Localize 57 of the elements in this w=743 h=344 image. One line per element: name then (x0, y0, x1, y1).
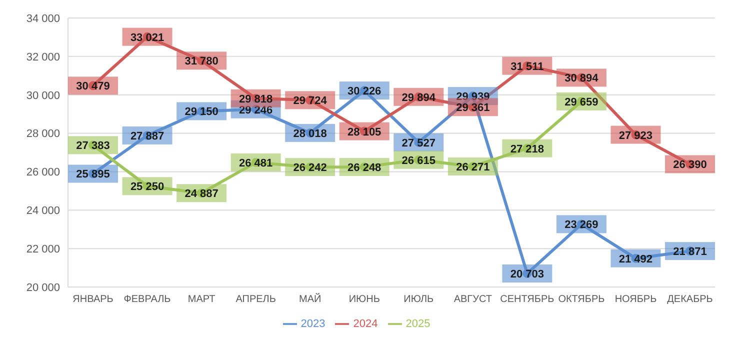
y-tick-label: 32 000 (26, 51, 60, 64)
y-tick-label: 28 000 (26, 128, 60, 140)
x-tick-label: АПРЕЛЬ (236, 294, 276, 306)
data-label: 28 105 (348, 126, 382, 138)
data-label: 29 894 (402, 92, 436, 104)
data-label: 26 242 (293, 162, 327, 174)
legend-label: 2025 (406, 318, 430, 330)
y-tick-label: 24 000 (26, 205, 60, 218)
x-tick-label: ФЕВРАЛЬ (124, 294, 172, 306)
x-tick-label: ЯНВАРЬ (72, 294, 114, 306)
data-label: 29 659 (564, 96, 598, 108)
x-tick-label: АВГУСТ (454, 294, 492, 306)
x-tick-label: МАРТ (188, 294, 216, 306)
data-label: 27 887 (130, 130, 164, 142)
data-label: 29 724 (293, 95, 328, 108)
data-label: 21 871 (673, 246, 707, 258)
data-label: 29 939 (456, 91, 490, 104)
data-label: 30 226 (348, 86, 382, 98)
x-tick-label: ИЮНЬ (348, 294, 380, 306)
y-tick-label: 30 000 (26, 90, 60, 102)
x-tick-label: ОКТЯБРЬ (558, 294, 606, 306)
data-label: 26 248 (348, 162, 382, 174)
data-label: 29 246 (238, 104, 273, 116)
y-tick-label: 26 000 (26, 166, 60, 179)
x-tick-label: СЕНТЯБРЬ (500, 294, 555, 306)
data-label: 30 479 (76, 80, 110, 93)
data-label: 24 887 (184, 188, 218, 200)
data-label: 27 383 (76, 140, 110, 152)
data-label: 25 895 (76, 168, 110, 181)
data-label: 28 018 (293, 128, 327, 140)
x-tick-label: ИЮЛЬ (404, 294, 434, 306)
data-label: 29 818 (238, 93, 273, 106)
legend-label: 2024 (353, 318, 378, 330)
x-tick-label: НОЯБРЬ (614, 294, 658, 306)
data-label: 23 269 (564, 219, 598, 232)
data-label: 26 390 (673, 159, 707, 172)
data-label: 21 492 (618, 253, 653, 266)
data-label: 29 150 (184, 106, 218, 118)
data-label: 27 527 (402, 137, 436, 150)
data-label: 26 271 (456, 162, 490, 174)
data-label: 27 923 (618, 130, 653, 142)
data-label: 26 615 (402, 154, 436, 167)
data-label: 31 780 (184, 56, 218, 68)
y-tick-label: 20 000 (26, 282, 60, 294)
data-label: 31 511 (510, 60, 544, 73)
x-tick-label: ДЕКАБРЬ (667, 294, 714, 306)
y-tick-label: 22 000 (26, 243, 60, 256)
x-tick-label: МАЙ (298, 292, 322, 306)
data-label: 33 021 (130, 32, 164, 44)
data-label: 27 218 (510, 143, 544, 156)
data-label: 25 250 (130, 181, 164, 194)
data-label: 26 481 (238, 157, 273, 170)
data-label: 29 361 (456, 102, 490, 114)
data-label: 30 894 (564, 72, 600, 85)
legend-label: 2023 (300, 318, 326, 330)
data-label: 20 703 (510, 268, 544, 280)
y-tick-label: 34 000 (26, 12, 60, 25)
